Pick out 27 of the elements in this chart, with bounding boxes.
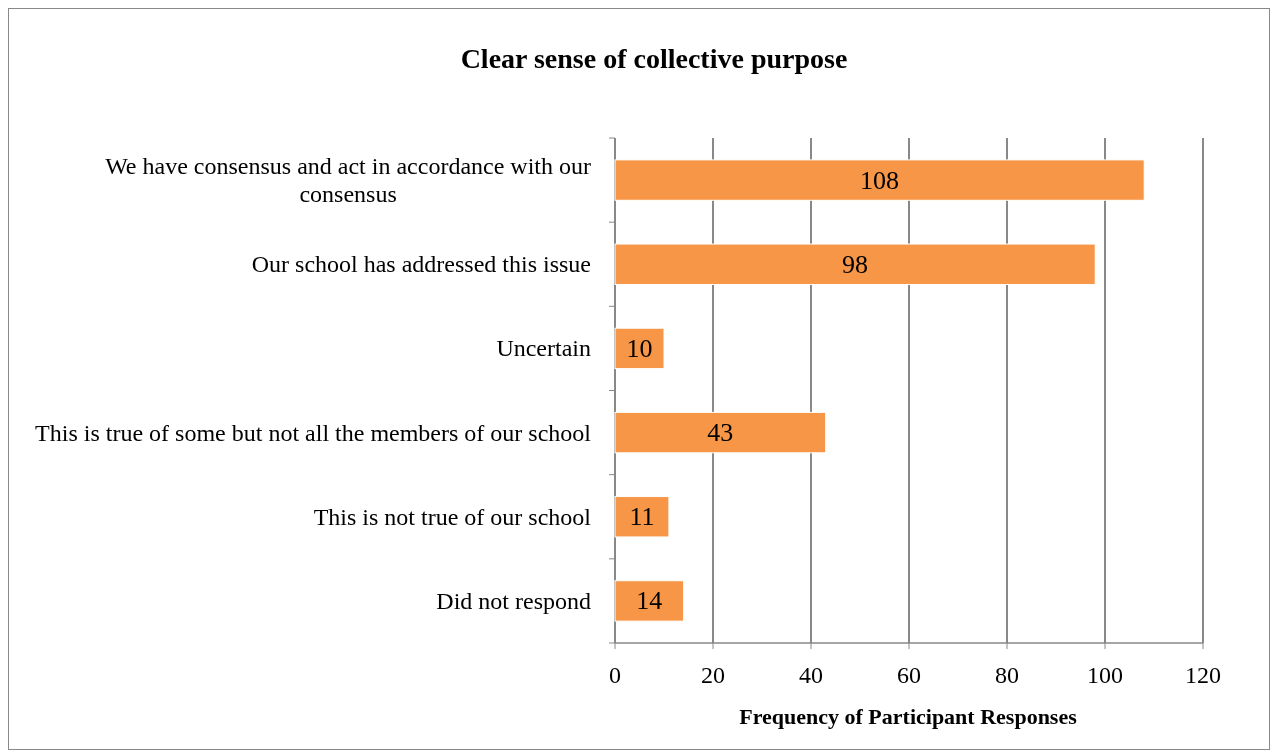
x-tick-label: 100 — [1087, 662, 1123, 688]
bar — [614, 580, 685, 622]
bar — [614, 496, 670, 538]
bar — [614, 411, 827, 454]
data-label: 108 — [860, 165, 900, 195]
bar — [614, 327, 665, 370]
x-tick-label: 80 — [995, 662, 1019, 688]
y-tick-label: Our school has addressed this issue — [251, 251, 591, 278]
data-label: 10 — [626, 333, 653, 363]
x-axis-title: Frequency of Participant Responses — [739, 704, 1078, 729]
x-tick-label: 0 — [609, 662, 621, 688]
y-tick-label: We have consensus and act in accordance with our consensus — [105, 153, 592, 208]
bar — [614, 243, 1096, 285]
data-label: 11 — [629, 502, 655, 532]
y-tick-label: This is true of some but not all the members of our school — [35, 419, 592, 446]
x-tick-label: 60 — [897, 662, 921, 688]
data-label: 98 — [842, 249, 869, 279]
chart-title: Clear sense of collective purpose — [460, 43, 848, 74]
x-tick-label: 120 — [1185, 662, 1221, 688]
data-label: 43 — [707, 418, 734, 448]
bar — [614, 159, 1145, 201]
x-tick-label: 40 — [799, 662, 823, 688]
y-tick-label: This is not true of our school — [313, 503, 592, 530]
y-tick-label: Did not respond — [436, 587, 591, 614]
y-tick-label: Uncertain — [496, 335, 591, 362]
x-tick-label: 20 — [701, 662, 725, 688]
data-label: 14 — [636, 586, 663, 616]
